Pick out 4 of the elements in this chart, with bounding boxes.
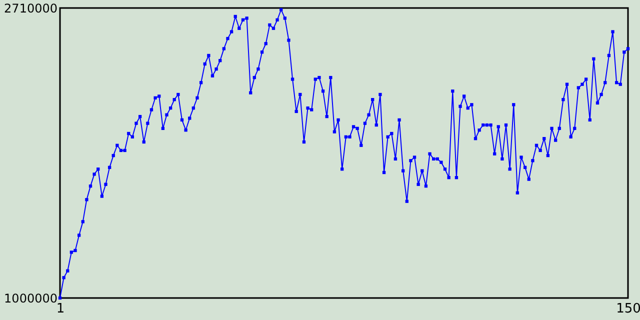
y-tick-label: 1000000	[4, 292, 58, 306]
x-tick-label: 150	[616, 302, 640, 316]
x-tick-label: 1	[56, 302, 65, 316]
y-tick-label: 2710000	[4, 2, 58, 16]
